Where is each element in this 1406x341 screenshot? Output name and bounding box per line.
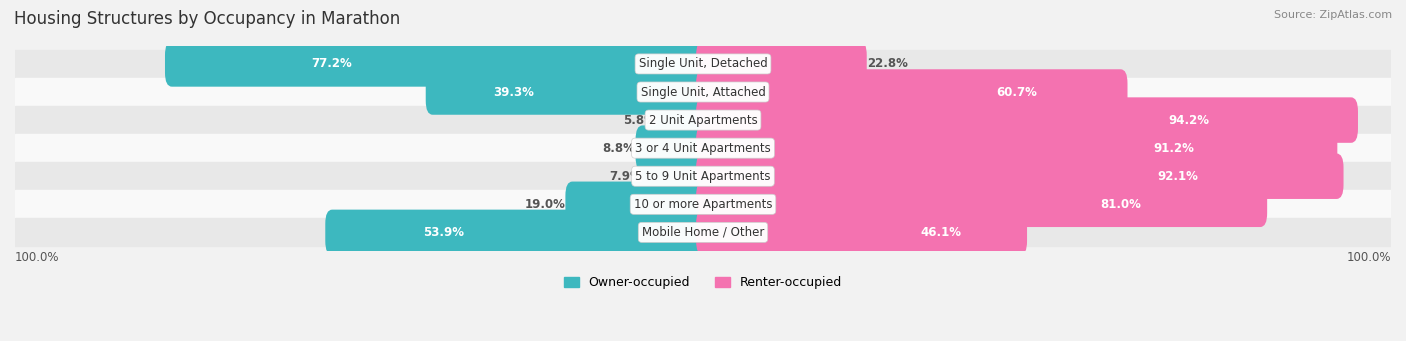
FancyBboxPatch shape	[696, 181, 1267, 227]
Text: 22.8%: 22.8%	[866, 57, 908, 71]
FancyBboxPatch shape	[696, 69, 1128, 115]
Bar	[15, 190, 1391, 218]
Text: 39.3%: 39.3%	[494, 86, 534, 99]
Text: 94.2%: 94.2%	[1168, 114, 1209, 127]
Text: Single Unit, Detached: Single Unit, Detached	[638, 57, 768, 71]
Bar	[15, 50, 1391, 78]
FancyBboxPatch shape	[325, 210, 710, 255]
FancyBboxPatch shape	[696, 97, 1358, 143]
Text: 3 or 4 Unit Apartments: 3 or 4 Unit Apartments	[636, 142, 770, 155]
Text: 46.1%: 46.1%	[921, 226, 962, 239]
Text: 8.8%: 8.8%	[603, 142, 636, 155]
Text: Source: ZipAtlas.com: Source: ZipAtlas.com	[1274, 10, 1392, 20]
Text: 100.0%: 100.0%	[1347, 251, 1391, 264]
FancyBboxPatch shape	[641, 153, 710, 199]
Bar	[15, 134, 1391, 162]
FancyBboxPatch shape	[636, 125, 710, 171]
FancyBboxPatch shape	[696, 153, 1344, 199]
Text: Single Unit, Attached: Single Unit, Attached	[641, 86, 765, 99]
Text: 81.0%: 81.0%	[1101, 198, 1142, 211]
Text: Housing Structures by Occupancy in Marathon: Housing Structures by Occupancy in Marat…	[14, 10, 401, 28]
Text: 5 to 9 Unit Apartments: 5 to 9 Unit Apartments	[636, 170, 770, 183]
Bar	[15, 78, 1391, 106]
Text: 7.9%: 7.9%	[609, 170, 641, 183]
Bar	[15, 162, 1391, 190]
FancyBboxPatch shape	[165, 41, 710, 87]
Text: 100.0%: 100.0%	[15, 251, 59, 264]
Text: 10 or more Apartments: 10 or more Apartments	[634, 198, 772, 211]
FancyBboxPatch shape	[696, 210, 1026, 255]
Bar	[15, 106, 1391, 134]
FancyBboxPatch shape	[426, 69, 710, 115]
Text: Mobile Home / Other: Mobile Home / Other	[641, 226, 765, 239]
Text: 53.9%: 53.9%	[423, 226, 464, 239]
Text: 5.8%: 5.8%	[623, 114, 657, 127]
FancyBboxPatch shape	[696, 125, 1337, 171]
Text: 77.2%: 77.2%	[311, 57, 352, 71]
Text: 60.7%: 60.7%	[995, 86, 1036, 99]
FancyBboxPatch shape	[565, 181, 710, 227]
Text: 91.2%: 91.2%	[1153, 142, 1194, 155]
FancyBboxPatch shape	[657, 97, 710, 143]
Text: 92.1%: 92.1%	[1157, 170, 1199, 183]
Bar	[15, 218, 1391, 247]
Text: 2 Unit Apartments: 2 Unit Apartments	[648, 114, 758, 127]
Text: 19.0%: 19.0%	[524, 198, 565, 211]
Legend: Owner-occupied, Renter-occupied: Owner-occupied, Renter-occupied	[564, 277, 842, 290]
FancyBboxPatch shape	[696, 41, 866, 87]
